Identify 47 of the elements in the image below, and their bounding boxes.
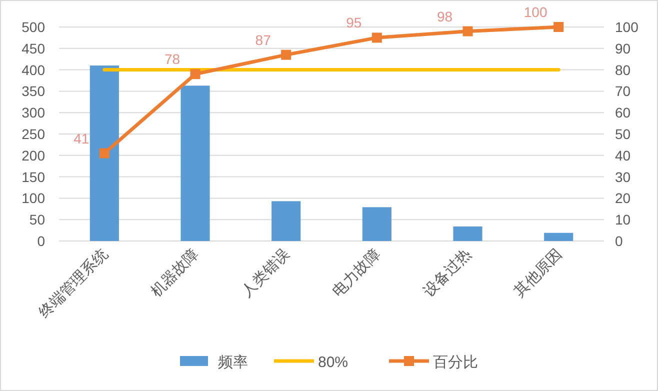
bar <box>544 232 574 241</box>
data-label: 78 <box>164 51 180 68</box>
y-tick-label: 100 <box>22 190 46 206</box>
y2-tick-label: 0 <box>615 233 623 249</box>
y-tick-label: 150 <box>22 168 46 185</box>
y2-tick-label: 90 <box>615 40 631 56</box>
data-label: 41 <box>74 130 90 146</box>
y-tick-label: 200 <box>22 147 46 164</box>
x-tick-label: 人类错误 <box>238 246 293 300</box>
y2-tick-label: 100 <box>615 19 639 35</box>
x-tick-label: 设备过热 <box>420 246 475 300</box>
y-tick-label: 500 <box>22 19 46 35</box>
bar <box>90 66 119 241</box>
point <box>190 69 200 80</box>
point <box>99 148 110 158</box>
y-tick-label: 50 <box>29 212 46 228</box>
legend-label: 频率 <box>218 354 248 371</box>
legend-label: 百分比 <box>433 354 478 371</box>
bar <box>362 207 392 241</box>
point <box>372 32 382 43</box>
x-tick-label: 其他原因 <box>510 246 566 300</box>
bar <box>453 226 482 241</box>
legend-label: 80% <box>318 354 348 371</box>
bar <box>272 201 301 241</box>
y2-tick-label: 20 <box>615 190 631 206</box>
x-tick-label: 电力故障 <box>329 246 384 300</box>
point <box>281 50 292 60</box>
data-label: 100 <box>524 4 548 20</box>
y2-tick-label: 50 <box>615 126 631 142</box>
y2-tick-label: 70 <box>615 83 631 100</box>
data-label: 95 <box>346 14 362 31</box>
y-tick-label: 300 <box>22 104 46 121</box>
y2-tick-label: 80 <box>615 62 631 78</box>
y-tick-label: 250 <box>22 126 46 142</box>
point <box>554 22 564 32</box>
y-tick-label: 350 <box>22 83 46 100</box>
y2-tick-label: 40 <box>615 147 631 164</box>
bar <box>180 86 210 241</box>
y2-tick-label: 30 <box>615 168 631 185</box>
y2-tick-label: 60 <box>615 104 631 121</box>
y-tick-label: 450 <box>22 40 46 56</box>
point <box>462 26 473 36</box>
data-label: 98 <box>436 8 453 24</box>
x-tick-label: 机器故障 <box>148 246 202 300</box>
y2-tick-label: 10 <box>615 212 631 228</box>
y-tick-label: 400 <box>22 62 46 78</box>
data-label: 87 <box>255 32 272 48</box>
